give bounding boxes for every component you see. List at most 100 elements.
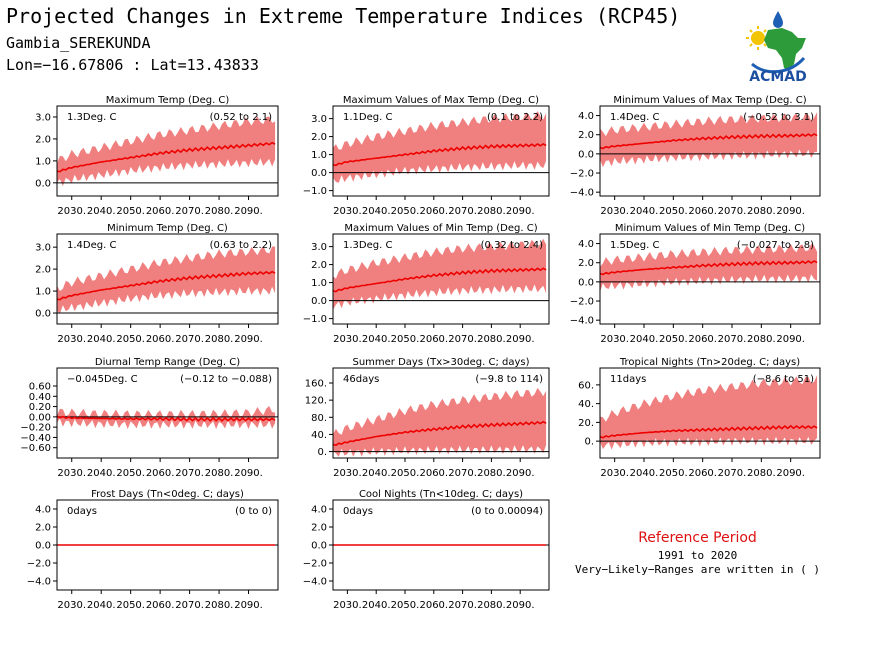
y-tick-label: 60. <box>578 380 594 391</box>
y-tick-label: −1.0 <box>303 186 327 197</box>
plot-frame <box>56 233 279 325</box>
x-tick-label: 2060. <box>419 334 448 345</box>
y-tick-label: 0.0 <box>35 541 51 552</box>
chart-title: Minimum Temp (Deg. C) <box>107 223 228 234</box>
x-tick-label: 2030. <box>57 600 86 611</box>
x-tick-label: 2080. <box>747 206 776 217</box>
x-tick-label: 2040. <box>362 468 391 479</box>
chart-title: Summer Days (Tx>30deg. C; days) <box>352 357 529 368</box>
x-tick-label: 2080. <box>205 334 234 345</box>
range-label: (−8.6 to 51) <box>753 374 814 385</box>
x-tick-label: 2040. <box>630 468 659 479</box>
x-tick-label: 2030. <box>57 468 86 479</box>
x-tick-label: 2080. <box>205 468 234 479</box>
swirl-icon <box>751 56 806 74</box>
x-tick-label: 2080. <box>747 334 776 345</box>
x-tick-label: 2050. <box>391 334 420 345</box>
x-tick-label: 2050. <box>391 206 420 217</box>
plot-frame <box>599 233 821 325</box>
range-band <box>333 387 547 457</box>
x-tick-label: 2040. <box>630 206 659 217</box>
y-tick-label: 3.0 <box>35 243 51 254</box>
x-tick-label: 2040. <box>362 600 391 611</box>
value-label: 1.5Deg. C <box>610 240 659 251</box>
x-tick-label: 2070. <box>448 468 477 479</box>
range-label: (−9.8 to 114) <box>475 374 543 385</box>
x-tick-label: 2070. <box>448 600 477 611</box>
y-tick-label: 0.0 <box>35 309 51 320</box>
x-tick-label: 2060. <box>419 206 448 217</box>
value-label: 46days <box>343 374 379 385</box>
chart-panel-9: 0. 20. 40. 60. 2030. 2040. 2050. 2060. 2070. 2080… <box>578 357 821 479</box>
x-tick-label: 2090. <box>234 334 263 345</box>
y-tick-label: 2.0 <box>35 265 51 276</box>
y-tick-label: 40. <box>578 399 594 410</box>
chart-title: Frost Days (Tn<0deg. C; days) <box>91 489 244 500</box>
y-tick-label: 0.20 <box>29 402 51 413</box>
x-tick-label: 2090. <box>776 334 805 345</box>
y-tick-label: 0.0 <box>311 296 327 307</box>
x-tick-label: 2070. <box>718 468 747 479</box>
y-tick-label: 1.0 <box>35 287 51 298</box>
plot-frame <box>332 367 550 459</box>
reference-years: 1991 to 2020 <box>657 549 738 562</box>
y-tick-label: 20. <box>578 418 594 429</box>
x-tick-label: 2030. <box>57 334 86 345</box>
x-tick-label: 2070. <box>718 206 747 217</box>
chart-title: Diurnal Temp Range (Deg. C) <box>95 357 240 368</box>
chart-title: Cool Nights (Tn<10deg. C; days) <box>359 489 523 500</box>
location-label: Gambia_SEREKUNDA <box>6 34 151 52</box>
x-tick-label: 2090. <box>776 206 805 217</box>
chart-panel-7: −0.60−0.40−0.200.000.200.400.60 2030. 2040… <box>20 357 279 479</box>
chart-panel-1: 0.0 1.0 2.0 3.0 2030. 2040. 2050. 2060. 2070. 208… <box>35 95 279 217</box>
x-tick-label: 2030. <box>333 206 362 217</box>
y-tick-label: 0.00 <box>29 412 51 423</box>
x-tick-label: 2040. <box>630 334 659 345</box>
y-tick-label: −2.0 <box>303 559 327 570</box>
page-title: Projected Changes in Extreme Temperature… <box>6 4 681 28</box>
y-tick-label: 2.0 <box>311 260 327 271</box>
x-tick-label: 2040. <box>87 334 116 345</box>
chart-title: Maximum Values of Max Temp (Deg. C) <box>343 95 539 106</box>
x-tick-label: 2070. <box>175 334 204 345</box>
plot-frame <box>56 367 279 459</box>
y-tick-label: 0.0 <box>311 541 327 552</box>
median-line <box>599 133 818 150</box>
plot-frame <box>599 367 821 459</box>
x-tick-label: 2060. <box>146 334 175 345</box>
range-band <box>57 406 276 430</box>
median-line <box>332 267 547 293</box>
x-tick-label: 2060. <box>146 468 175 479</box>
acmad-logo: ACMAD <box>746 11 807 84</box>
range-label: (0.52 to 2.1) <box>210 112 272 123</box>
x-tick-label: 2050. <box>116 600 145 611</box>
x-tick-label: 2070. <box>448 334 477 345</box>
x-tick-label: 2090. <box>506 468 535 479</box>
range-label: (−0.52 to 3.1) <box>743 112 814 123</box>
plot-frame <box>56 105 279 197</box>
x-tick-label: 2080. <box>477 334 506 345</box>
median-line <box>56 141 276 173</box>
logo-text: ACMAD <box>749 69 807 84</box>
x-tick-label: 2050. <box>659 206 688 217</box>
chart-panel-2: −1.0 0.0 1.0 2.0 3.0 2030. 2040. 2050. 2060. 2070… <box>303 95 550 217</box>
x-tick-label: 2090. <box>506 600 535 611</box>
plot-frame <box>599 105 821 197</box>
range-label: (0 to 0) <box>235 506 272 517</box>
chart-panel-3: −4.0 −2.0 0.0 2.0 4.0 2030. 2040. 2050. 2060. 207… <box>570 95 821 217</box>
y-tick-label: 2.0 <box>35 523 51 534</box>
x-tick-label: 2050. <box>116 206 145 217</box>
x-tick-label: 2030. <box>600 206 629 217</box>
x-tick-label: 2030. <box>333 334 362 345</box>
x-tick-label: 2060. <box>419 600 448 611</box>
coordinates-label: Lon=−16.67806 : Lat=13.43833 <box>6 56 259 74</box>
value-label: 0days <box>67 506 97 517</box>
x-tick-label: 2060. <box>688 468 717 479</box>
range-label: (−0.12 to −0.088) <box>180 374 272 385</box>
y-tick-label: −4.0 <box>570 316 594 327</box>
x-tick-label: 2080. <box>477 468 506 479</box>
chart-title: Minimum Values of Max Temp (Deg. C) <box>613 95 806 106</box>
y-tick-label: 2.0 <box>578 130 594 141</box>
x-tick-label: 2090. <box>506 334 535 345</box>
